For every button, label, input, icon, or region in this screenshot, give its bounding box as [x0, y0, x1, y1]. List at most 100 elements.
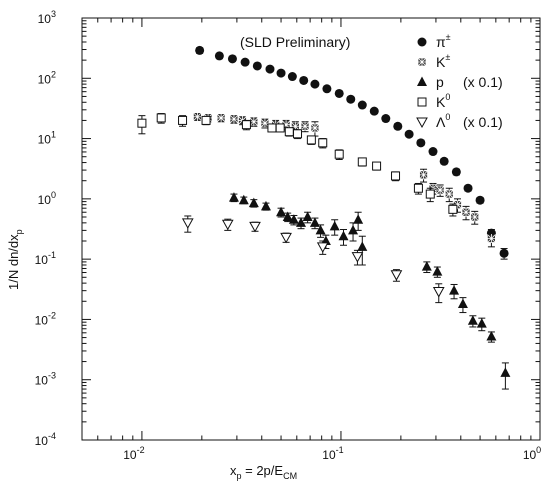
data-point [156, 113, 166, 123]
data-point [276, 68, 286, 78]
data-point [357, 157, 367, 167]
legend-marker [417, 57, 427, 67]
data-point [470, 212, 480, 222]
y-tick-label: 103 [38, 9, 56, 26]
x-tick-label: 10-1 [322, 445, 343, 462]
y-tick-label: 10-3 [35, 371, 56, 388]
legend-marker [417, 76, 427, 86]
data-point [296, 217, 307, 227]
data-point [221, 219, 234, 231]
data-point [416, 138, 426, 148]
data-point [463, 183, 473, 193]
data-point [322, 84, 332, 94]
data-point [265, 64, 275, 74]
data-point [249, 117, 259, 127]
series-2 [228, 192, 511, 390]
marker-detail [444, 189, 454, 199]
axes-layer: 103 102 101 100 10-1 10-2 10-3 10-4 10-2 10-1 100 x… [6, 9, 541, 481]
marker-detail [281, 120, 291, 130]
data-point [372, 161, 382, 171]
data-point [281, 120, 291, 130]
data-point [240, 57, 250, 67]
marker-detail [419, 170, 429, 180]
data-point [284, 127, 294, 137]
y-tick-label: 10-2 [35, 310, 56, 327]
data-point [195, 45, 205, 55]
y-tick-label: 10-1 [35, 250, 56, 267]
legend-label: K± [436, 52, 450, 70]
data-point [260, 118, 270, 128]
series-1 [192, 112, 496, 248]
legend-label: π± [436, 32, 451, 50]
data-point [334, 149, 344, 159]
data-point [315, 224, 326, 235]
x-axis-title: xp = 2p/ECM [230, 463, 297, 481]
legend-label: Λ0 [436, 112, 450, 130]
data-point [276, 206, 287, 217]
legend-entry: π± [417, 32, 451, 50]
data-point [432, 287, 445, 298]
data-point [404, 129, 414, 139]
marker-detail [290, 121, 300, 131]
legend-entry: K± [417, 52, 450, 70]
y-axis-title: 1/N dn/dxp [6, 229, 24, 290]
data-point [214, 51, 224, 61]
data-point [448, 204, 458, 214]
marker-detail [435, 185, 445, 195]
data-point [310, 123, 320, 133]
data-point [280, 232, 292, 244]
data-point [476, 318, 487, 328]
data-point [439, 156, 449, 166]
data-point [282, 211, 293, 222]
data-point [290, 121, 300, 131]
marker-detail [310, 123, 320, 133]
data-point [248, 197, 259, 208]
data-point [310, 79, 320, 89]
data-point [260, 200, 271, 211]
legend-marker [416, 117, 428, 129]
data-point [299, 75, 309, 85]
data-point [391, 171, 401, 181]
data-point [192, 112, 202, 122]
data-point [300, 121, 310, 131]
data-point [357, 100, 367, 110]
y-tick-label: 100 [38, 190, 56, 207]
marker-detail [417, 57, 427, 67]
y-tick-label: 101 [38, 130, 56, 147]
marker-detail [249, 117, 259, 127]
data-point [249, 221, 261, 233]
data-point [216, 113, 226, 123]
data-point [252, 61, 262, 71]
data-point [432, 266, 443, 276]
series-4 [181, 215, 445, 304]
data-point [425, 189, 435, 199]
data-point [390, 270, 403, 281]
data-point [428, 147, 438, 157]
data-point [413, 183, 423, 193]
data-point [486, 234, 496, 243]
legend-entry: K0 [417, 92, 450, 110]
data-point [201, 115, 211, 125]
data-point [451, 167, 461, 177]
marker-detail [229, 114, 239, 124]
data-point [228, 192, 239, 202]
x-tick-label: 100 [523, 445, 541, 462]
data-point [178, 115, 188, 125]
marker-detail [216, 113, 226, 123]
marker-detail [452, 200, 462, 210]
data-point [500, 367, 511, 377]
data-point [338, 230, 349, 241]
data-point [435, 185, 445, 195]
legend-entry: p (x 0.1) [417, 74, 503, 90]
data-point [329, 220, 340, 231]
data-point [302, 211, 313, 222]
marker-detail [470, 212, 480, 222]
marker-detail [192, 112, 202, 122]
data-point [227, 54, 237, 64]
legend-marker [417, 97, 427, 107]
data-point [461, 207, 471, 217]
data-point [238, 194, 249, 205]
data-point [288, 214, 299, 224]
